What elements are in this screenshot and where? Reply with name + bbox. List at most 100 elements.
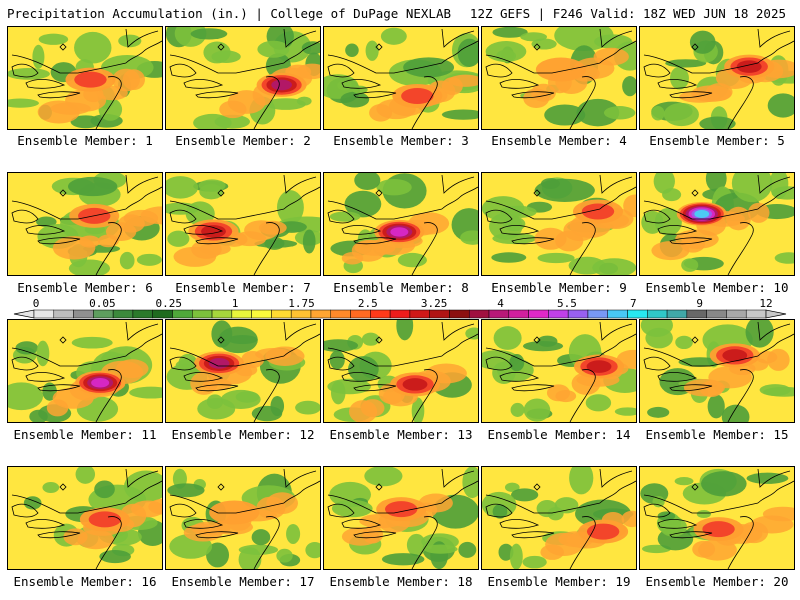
geographic-outlines: [169, 174, 320, 275]
geographic-outlines: [11, 174, 162, 275]
geographic-outlines: [327, 321, 478, 422]
wet-band: [448, 74, 478, 87]
ensemble-map-4: [481, 26, 637, 130]
lake-outline: [353, 531, 397, 539]
ensemble-member-label: Ensemble Member: 13: [329, 427, 473, 442]
dry-patch: [251, 405, 283, 422]
colorbar-swatch: [73, 309, 94, 319]
ensemble-member-label: Ensemble Member: 9: [491, 280, 627, 295]
lake-outline: [11, 356, 39, 371]
ensemble-member-label: Ensemble Member: 11: [13, 427, 157, 442]
dry-patch: [296, 96, 312, 106]
dry-patch: [647, 406, 670, 418]
dry-patch: [211, 320, 233, 348]
dry-patch: [193, 113, 232, 129]
dry-patch: [640, 320, 673, 337]
station-marker-icon: [533, 43, 541, 51]
dry-patch: [585, 394, 612, 412]
colorbar-swatch: [686, 309, 707, 319]
dry-patch: [211, 50, 241, 64]
ensemble-member-label: Ensemble Member: 8: [333, 280, 469, 295]
dry-patch: [498, 543, 514, 561]
colorbar-swatch: [290, 309, 312, 319]
station-marker-icon: [375, 43, 383, 51]
lake-outline: [183, 519, 224, 529]
dry-patch: [190, 28, 228, 40]
precip-field: [166, 173, 320, 275]
dry-patch: [492, 27, 528, 38]
border-line: [643, 347, 759, 367]
dry-patch: [674, 477, 694, 486]
dry-patch: [331, 499, 373, 518]
coastline: [727, 28, 794, 129]
coastline: [95, 468, 162, 569]
dry-patch: [485, 41, 527, 62]
dry-patch: [381, 553, 425, 566]
lake-outline: [327, 209, 355, 224]
colorbar-swatch: [251, 309, 272, 319]
dry-patch: [8, 68, 50, 80]
dry-patch: [657, 511, 676, 521]
colorbar-swatch: [528, 309, 549, 319]
dry-patch: [547, 506, 564, 521]
ensemble-member-label: Ensemble Member: 19: [487, 574, 631, 589]
dry-patch: [509, 543, 523, 569]
precip-core: [390, 227, 409, 237]
ensemble-member-label: Ensemble Member: 12: [171, 427, 315, 442]
dry-patch: [554, 27, 614, 52]
lake-outline: [195, 531, 239, 539]
ensemble-map-7: [165, 172, 321, 276]
lake-outline: [195, 384, 239, 392]
wet-band: [762, 506, 794, 522]
dry-patch: [74, 31, 112, 64]
border-line: [327, 347, 443, 367]
colorbar-swatch: [548, 309, 569, 319]
ensemble-map-19: [481, 466, 637, 570]
ensemble-map-3: [323, 26, 479, 130]
dry-patch: [731, 173, 773, 203]
dry-patch: [397, 252, 427, 268]
lake-outline: [183, 79, 224, 89]
lake-outline: [25, 225, 66, 235]
dry-patch: [118, 34, 142, 48]
dry-patch: [305, 541, 320, 559]
wet-band: [122, 69, 145, 91]
dry-patch: [167, 230, 190, 247]
dry-patch: [493, 326, 522, 350]
dry-patch: [681, 258, 699, 272]
dry-patch: [462, 467, 478, 499]
colorbar-swatch: [706, 309, 727, 319]
dry-patch: [94, 480, 115, 499]
station-marker-icon: [533, 336, 541, 344]
coastline: [569, 28, 636, 129]
dry-patch: [75, 467, 96, 484]
precip-core: [581, 203, 615, 220]
dry-patch: [651, 105, 665, 121]
dry-patch: [603, 106, 636, 120]
lake-outline: [25, 79, 66, 89]
dry-patch: [8, 382, 44, 411]
station-marker-icon: [533, 189, 541, 197]
dry-patch: [286, 523, 301, 544]
ensemble-member-label: Ensemble Member: 7: [175, 280, 311, 295]
station-marker-icon: [691, 189, 699, 197]
dry-patch: [302, 229, 316, 254]
coastline: [569, 321, 636, 422]
ensemble-member-label: Ensemble Member: 14: [487, 427, 631, 442]
border-line: [643, 494, 759, 514]
border-line: [169, 54, 285, 74]
lake-outline: [669, 531, 713, 539]
precip-field: [166, 320, 320, 422]
wet-band: [199, 242, 231, 256]
colorbar-swatch: [152, 309, 173, 319]
dry-patch: [166, 202, 200, 215]
dry-patch: [460, 230, 478, 245]
dry-patch: [592, 258, 636, 275]
dry-patch: [652, 495, 665, 508]
border-line: [11, 200, 127, 220]
colorbar-swatch: [192, 309, 213, 319]
colorbar-swatch: [409, 309, 430, 319]
lake-outline: [341, 225, 382, 235]
dry-patch: [523, 398, 551, 422]
station-marker-icon: [217, 483, 225, 491]
